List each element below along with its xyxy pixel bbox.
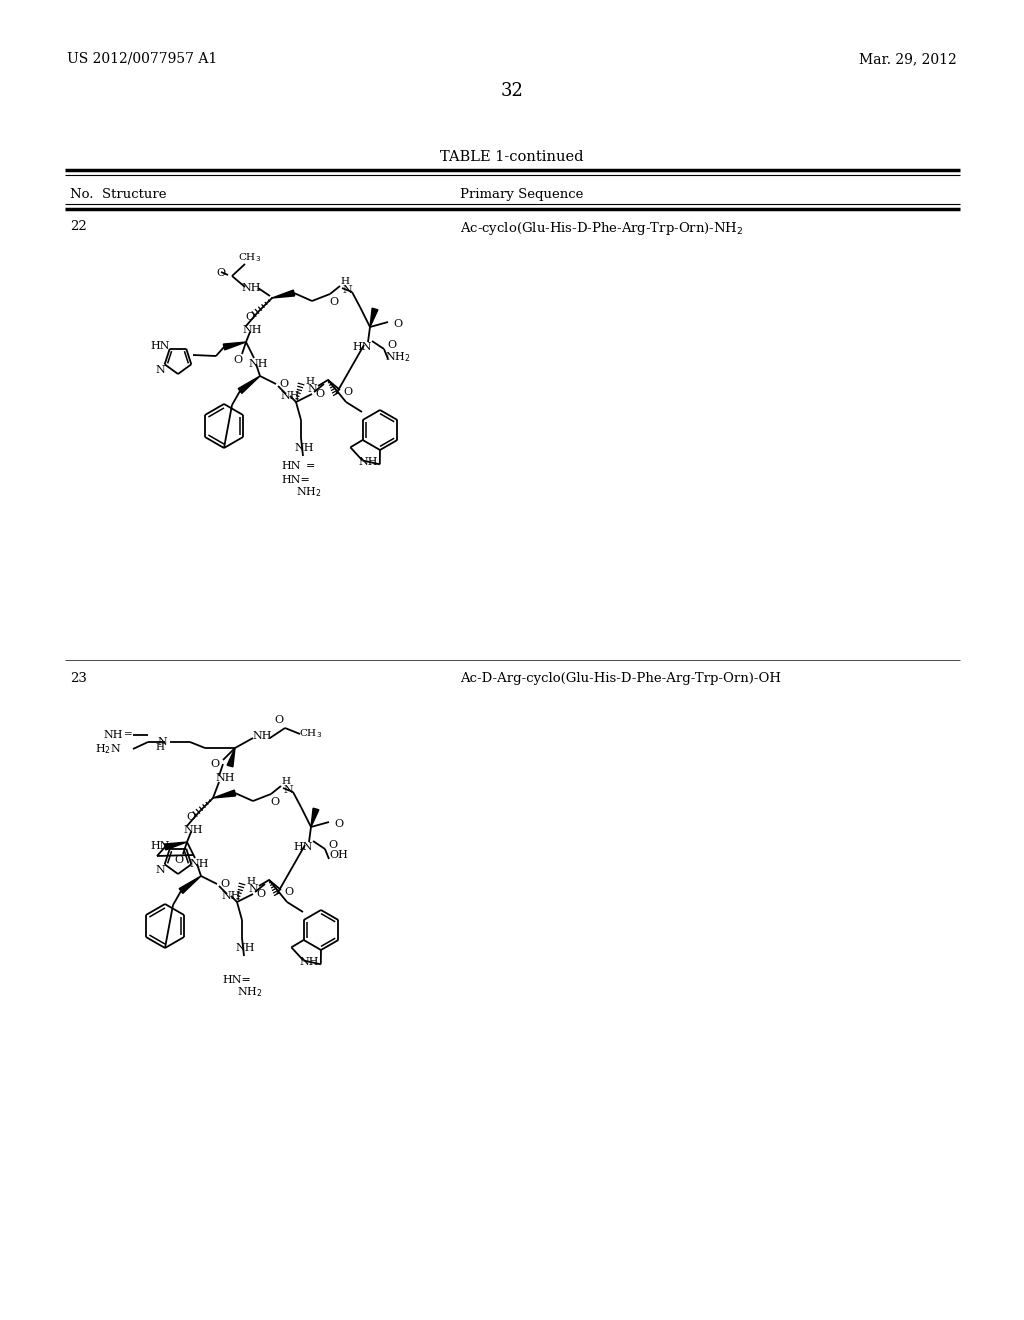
Text: N: N — [283, 785, 293, 795]
Text: O: O — [335, 818, 344, 829]
Text: N: N — [307, 384, 316, 393]
Text: OH: OH — [330, 850, 348, 861]
Text: HN=: HN= — [282, 475, 310, 484]
Text: NH: NH — [183, 825, 203, 836]
Text: O: O — [274, 715, 284, 725]
Text: NH: NH — [294, 444, 313, 453]
Text: O: O — [233, 355, 243, 366]
Text: NH: NH — [252, 731, 271, 741]
Text: NH: NH — [248, 359, 267, 370]
Text: O: O — [329, 840, 338, 850]
Text: 32: 32 — [501, 82, 523, 100]
Text: NH: NH — [236, 942, 255, 953]
Polygon shape — [227, 748, 234, 767]
Text: N: N — [155, 366, 165, 375]
Text: 22: 22 — [70, 220, 87, 234]
Text: N: N — [342, 285, 352, 294]
Text: No.  Structure: No. Structure — [70, 187, 167, 201]
Text: N: N — [248, 884, 258, 894]
Text: =: = — [124, 730, 132, 739]
Text: O: O — [186, 812, 196, 822]
Text: US 2012/0077957 A1: US 2012/0077957 A1 — [67, 51, 217, 66]
Text: CH$_3$: CH$_3$ — [299, 727, 323, 741]
Text: HN: HN — [352, 342, 372, 352]
Text: O: O — [393, 319, 402, 329]
Text: NH$_2$: NH$_2$ — [238, 985, 263, 999]
Text: O: O — [174, 855, 183, 865]
Text: N: N — [157, 737, 167, 747]
Polygon shape — [223, 342, 246, 350]
Polygon shape — [272, 290, 295, 298]
Text: NH$_2$: NH$_2$ — [296, 486, 322, 499]
Text: H: H — [282, 777, 291, 787]
Text: NH: NH — [242, 282, 261, 293]
Text: HN: HN — [151, 341, 170, 351]
Text: NH: NH — [103, 730, 123, 741]
Text: NH: NH — [189, 859, 209, 869]
Text: O: O — [270, 797, 280, 807]
Text: O: O — [387, 341, 396, 350]
Text: =: = — [306, 461, 315, 471]
Text: O: O — [330, 297, 339, 308]
Text: O: O — [216, 268, 225, 279]
Text: NH: NH — [299, 957, 318, 968]
Polygon shape — [239, 376, 260, 393]
Text: 23: 23 — [70, 672, 87, 685]
Text: Ac-cyclo(Glu-His-D-Phe-Arg-Trp-Orn)-NH$_2$: Ac-cyclo(Glu-His-D-Phe-Arg-Trp-Orn)-NH$_… — [460, 220, 743, 238]
Text: O: O — [220, 879, 229, 888]
Text: Primary Sequence: Primary Sequence — [460, 187, 584, 201]
Text: CH$_3$: CH$_3$ — [239, 252, 261, 264]
Text: H$_2$N: H$_2$N — [95, 742, 121, 756]
Text: NH$_2$: NH$_2$ — [385, 350, 411, 364]
Text: O: O — [343, 387, 352, 397]
Text: NH: NH — [358, 457, 378, 467]
Text: HN=: HN= — [222, 975, 252, 985]
Text: O: O — [315, 389, 325, 399]
Text: O: O — [246, 312, 255, 322]
Text: N: N — [155, 865, 165, 875]
Polygon shape — [213, 791, 236, 799]
Text: O: O — [256, 888, 265, 899]
Text: H: H — [305, 378, 314, 387]
Text: H: H — [341, 277, 349, 286]
Text: Ac-D-Arg-cyclo(Glu-His-D-Phe-Arg-Trp-Orn)-OH: Ac-D-Arg-cyclo(Glu-His-D-Phe-Arg-Trp-Orn… — [460, 672, 781, 685]
Polygon shape — [164, 842, 187, 850]
Text: NH: NH — [221, 891, 241, 902]
Text: O: O — [280, 379, 289, 389]
Text: NH: NH — [215, 774, 234, 783]
Text: HN: HN — [293, 842, 312, 851]
Text: H: H — [156, 743, 165, 752]
Text: HN: HN — [282, 461, 301, 471]
Text: Mar. 29, 2012: Mar. 29, 2012 — [859, 51, 957, 66]
Text: NH: NH — [281, 391, 300, 401]
Text: NH: NH — [243, 325, 262, 335]
Text: O: O — [285, 887, 294, 898]
Polygon shape — [311, 808, 318, 828]
Text: TABLE 1-continued: TABLE 1-continued — [440, 150, 584, 164]
Text: O: O — [211, 759, 219, 770]
Text: H: H — [247, 878, 256, 887]
Polygon shape — [370, 308, 378, 327]
Polygon shape — [179, 876, 201, 894]
Text: HN: HN — [151, 841, 170, 851]
